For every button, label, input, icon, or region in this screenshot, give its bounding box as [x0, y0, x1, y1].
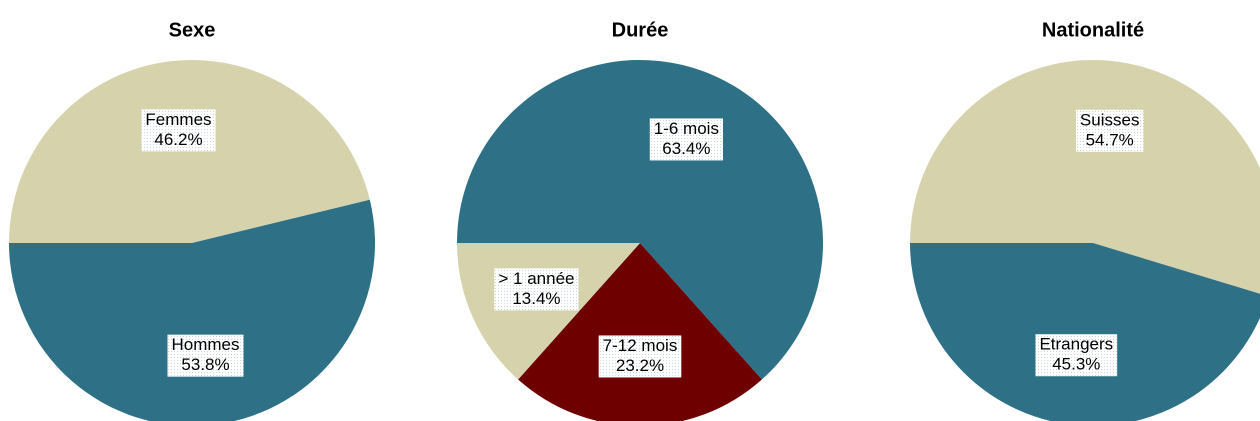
label-box [494, 268, 579, 311]
slice-name: Etrangers [1039, 335, 1113, 354]
slice-name: > 1 année [498, 269, 574, 288]
slice-value: 46.2% [154, 130, 202, 149]
pie-slice [518, 243, 762, 421]
slice-name: 7-12 mois [603, 336, 678, 355]
chart-title: Nationalité [1042, 19, 1144, 41]
label-box [649, 118, 723, 161]
pie-slice [910, 243, 1260, 421]
label-box [141, 109, 216, 152]
pie-slice [910, 60, 1260, 294]
slice-value: 63.4% [662, 139, 710, 158]
slice-value: 23.2% [616, 356, 664, 375]
slice-name: Femmes [145, 110, 211, 129]
label-box [167, 334, 244, 377]
slice-value: 13.4% [512, 289, 560, 308]
slice-name: 1-6 mois [654, 119, 719, 138]
label-box [598, 335, 682, 378]
pie-slice [9, 199, 375, 421]
chart-title: Sexe [169, 19, 216, 41]
slice-name: Hommes [172, 335, 240, 354]
slice-name: Suisses [1080, 110, 1140, 129]
slice-value: 45.3% [1052, 355, 1100, 374]
pie-slice [457, 59, 824, 380]
slice-value: 54.7% [1086, 130, 1134, 149]
pie-slice [9, 59, 370, 243]
label-box [1035, 334, 1118, 377]
chart-title: Durée [612, 19, 669, 41]
label-box [1075, 109, 1144, 152]
slice-value: 53.8% [181, 355, 229, 374]
